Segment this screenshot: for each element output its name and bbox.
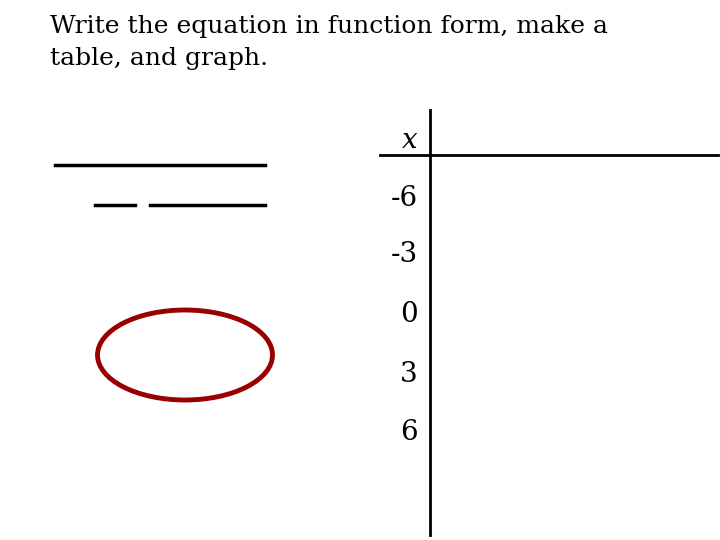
- Text: -6: -6: [391, 185, 418, 212]
- Text: 6: 6: [400, 418, 418, 445]
- Text: x: x: [402, 126, 418, 153]
- Text: -3: -3: [391, 241, 418, 268]
- Text: table, and graph.: table, and graph.: [50, 47, 268, 70]
- Text: Write the equation in function form, make a: Write the equation in function form, mak…: [50, 15, 608, 38]
- Text: 0: 0: [400, 301, 418, 328]
- Text: 3: 3: [400, 361, 418, 388]
